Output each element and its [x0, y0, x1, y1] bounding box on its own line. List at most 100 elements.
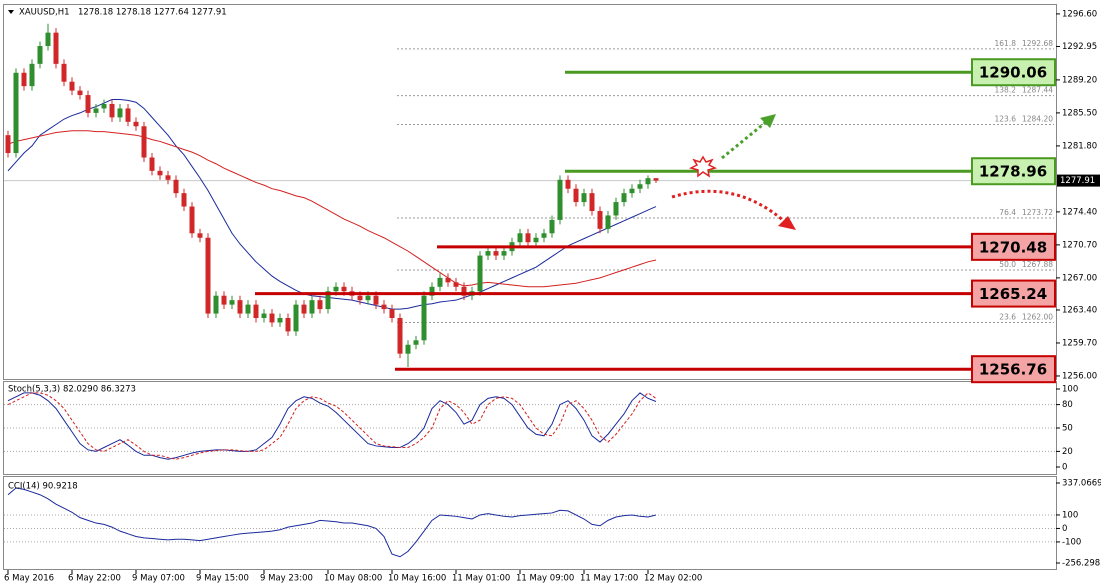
y-tick-label: 1289.20 — [1062, 75, 1097, 85]
candle-body — [197, 233, 203, 238]
down-arrow-head — [778, 216, 796, 230]
candle-body — [85, 95, 91, 113]
candle-body — [69, 81, 75, 91]
fib-price: 1273.72 — [1022, 208, 1053, 217]
candle-body — [493, 251, 499, 256]
y-tick-label: 1270.70 — [1062, 240, 1097, 250]
candle-body — [397, 318, 403, 354]
level-box — [971, 157, 1056, 186]
candle-body — [101, 103, 107, 109]
x-tick-label: 10 May 16:00 — [388, 574, 446, 584]
candle-body — [269, 313, 275, 323]
candle-body — [565, 179, 571, 189]
candle-body — [373, 295, 379, 305]
candle-body — [581, 193, 587, 203]
candle-body — [141, 126, 147, 158]
y-tick-label: 50 — [1062, 424, 1073, 434]
candle-body — [125, 108, 131, 122]
candle-body — [285, 318, 291, 332]
candle-body — [189, 206, 195, 234]
candle-body — [597, 210, 603, 229]
x-tick-label: 11 May 01:00 — [452, 574, 510, 584]
candle-body — [333, 286, 339, 292]
y-tick-label: 1267.00 — [1062, 273, 1097, 283]
level-box — [971, 232, 1056, 261]
candle-body — [621, 193, 627, 203]
up-arrow-head — [760, 114, 776, 128]
candle-body — [293, 304, 299, 332]
y-tick-label: 1292.95 — [1062, 42, 1097, 52]
candle-body — [325, 291, 331, 310]
candle-body — [573, 188, 579, 203]
candle-body — [301, 304, 307, 314]
candle-body — [117, 108, 123, 118]
candle-body — [309, 300, 315, 314]
down-arrow — [671, 189, 786, 224]
candle-body — [253, 304, 259, 319]
candle-body — [149, 157, 155, 171]
level-box — [971, 58, 1056, 87]
fib-price: 1284.20 — [1022, 114, 1053, 123]
x-tick-label: 12 May 02:00 — [644, 574, 702, 584]
candle-body — [413, 340, 419, 345]
x-tick-label: 11 May 17:00 — [580, 574, 638, 584]
current-price-tag — [1057, 174, 1100, 187]
candle-body — [637, 184, 643, 189]
indicator-line — [7, 487, 657, 558]
candle-body — [77, 90, 83, 96]
candle-body — [525, 233, 531, 243]
y-tick-label: 80 — [1062, 400, 1073, 410]
y-tick-label: 1296.60 — [1062, 9, 1097, 19]
candle-body — [229, 300, 235, 305]
candle-body — [613, 202, 619, 216]
candle-body — [37, 46, 43, 64]
y-tick-label: -100 — [1062, 537, 1081, 547]
fib-ratio: 138.2 — [995, 86, 1017, 95]
candle-body — [477, 255, 483, 292]
level-label: 1278.96 — [979, 163, 1047, 181]
x-tick-label: 9 May 15:00 — [196, 574, 249, 584]
indicator-line — [7, 392, 657, 460]
candle-body — [389, 309, 395, 319]
candle-body — [605, 215, 611, 229]
current-price-label: 1277.91 — [1060, 176, 1095, 186]
breakout-burst — [688, 155, 718, 178]
fib-ratio: 123.6 — [995, 114, 1017, 123]
candle-body — [357, 295, 363, 301]
level-box — [971, 355, 1056, 384]
candle-body — [261, 313, 267, 319]
fib-ratio: 50.0 — [999, 260, 1016, 269]
y-tick-label: 100 — [1062, 510, 1078, 520]
candle-body — [157, 170, 163, 176]
fib-ratio: 76.4 — [999, 208, 1016, 217]
x-tick-label: 6 May 22:00 — [68, 574, 121, 584]
x-tick-label: 11 May 09:00 — [516, 574, 574, 584]
candle-body — [109, 103, 115, 118]
x-tick-label: 6 May 2016 — [4, 574, 54, 584]
candle-body — [165, 175, 171, 180]
candle-body — [429, 286, 435, 296]
candle-body — [485, 251, 491, 256]
candle-body — [445, 277, 451, 283]
candle-body — [653, 178, 659, 181]
level-label: 1256.76 — [979, 361, 1047, 379]
y-tick-label: -256.2985 — [1062, 559, 1101, 569]
y-tick-label: 337.0669 — [1062, 479, 1101, 489]
candle-body — [517, 233, 523, 243]
candle-body — [589, 193, 595, 211]
y-tick-label: 1281.80 — [1062, 141, 1097, 151]
candle-body — [5, 135, 11, 154]
level-label: 1265.24 — [979, 285, 1047, 303]
level-label: 1290.06 — [979, 64, 1047, 82]
candle-body — [29, 63, 35, 87]
candle-body — [173, 179, 179, 194]
candle-body — [205, 237, 211, 314]
candle-body — [549, 219, 555, 234]
cci-pane — [3, 476, 1057, 570]
candle-body — [645, 178, 651, 185]
candle-body — [13, 72, 19, 154]
candle-body — [453, 282, 459, 287]
y-tick-label: 1285.50 — [1062, 108, 1097, 118]
dropdown-icon — [8, 10, 14, 14]
